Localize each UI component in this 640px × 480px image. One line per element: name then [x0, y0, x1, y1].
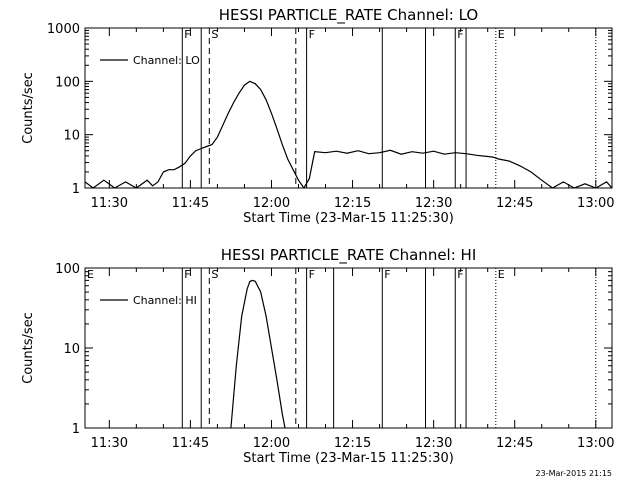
timestamp-footer: 23-Mar-2015 21:15: [536, 469, 613, 478]
event-marker-label: E: [498, 268, 505, 281]
legend-label: Channel: HI: [133, 294, 197, 307]
event-marker-label: F: [184, 28, 190, 41]
y-tick-label: 100: [55, 262, 80, 277]
y-tick-label: 10: [63, 342, 80, 357]
event-marker-label: F: [309, 28, 315, 41]
y-tick-label: 1: [72, 182, 80, 197]
plot-frame: [84, 27, 613, 189]
chart-title: HESSI PARTICLE_RATE Channel: LO: [219, 6, 478, 25]
x-tick-label: 12:15: [334, 196, 371, 211]
x-tick-label: 12:15: [334, 436, 371, 451]
event-marker-label: F: [184, 268, 190, 281]
series-line: [230, 279, 286, 428]
x-tick-label: 11:30: [91, 436, 128, 451]
x-tick-label: 12:00: [253, 436, 290, 451]
x-tick-label: 13:00: [577, 436, 614, 451]
series-line: [85, 80, 612, 188]
y-axis-label: Counts/sec: [21, 72, 36, 144]
y-tick-label: 100: [55, 75, 80, 90]
x-axis-label: Start Time (23-Mar-15 11:25:30): [243, 211, 454, 226]
event-marker-label: S: [211, 28, 218, 41]
x-tick-label: 11:45: [172, 196, 209, 211]
event-marker-label: F: [457, 28, 463, 41]
x-axis-label: Start Time (23-Mar-15 11:25:30): [243, 451, 454, 466]
y-tick-label: 1000: [47, 22, 80, 37]
panel-2: HESSI PARTICLE_RATE Channel: HI 1 10 100 11:…: [21, 246, 615, 466]
y-tick-label: 10: [63, 129, 80, 144]
x-tick-label: 11:30: [91, 196, 128, 211]
event-marker-label: F: [384, 268, 390, 281]
chart-title: HESSI PARTICLE_RATE Channel: HI: [221, 246, 477, 265]
x-tick-label: 12:30: [415, 436, 452, 451]
x-tick-label: 11:45: [172, 436, 209, 451]
event-marker-label: F: [309, 268, 315, 281]
x-tick-label: 12:45: [496, 436, 533, 451]
x-tick-label: 12:00: [253, 196, 290, 211]
plot-frame: [84, 267, 613, 429]
event-marker-label: E: [498, 28, 505, 41]
x-tick-label: 12:45: [496, 196, 533, 211]
y-tick-label: 1: [72, 422, 80, 437]
event-marker-label: F: [457, 268, 463, 281]
x-tick-label: 12:30: [415, 196, 452, 211]
x-tick-label: 13:00: [577, 196, 614, 211]
y-axis-label: Counts/sec: [21, 312, 36, 384]
panel-1: HESSI PARTICLE_RATE Channel: LO 1 10 100 100…: [21, 6, 615, 226]
event-marker-label: S: [211, 268, 218, 281]
event-marker-label: E: [87, 268, 94, 281]
legend-label: Channel: LO: [133, 54, 200, 67]
